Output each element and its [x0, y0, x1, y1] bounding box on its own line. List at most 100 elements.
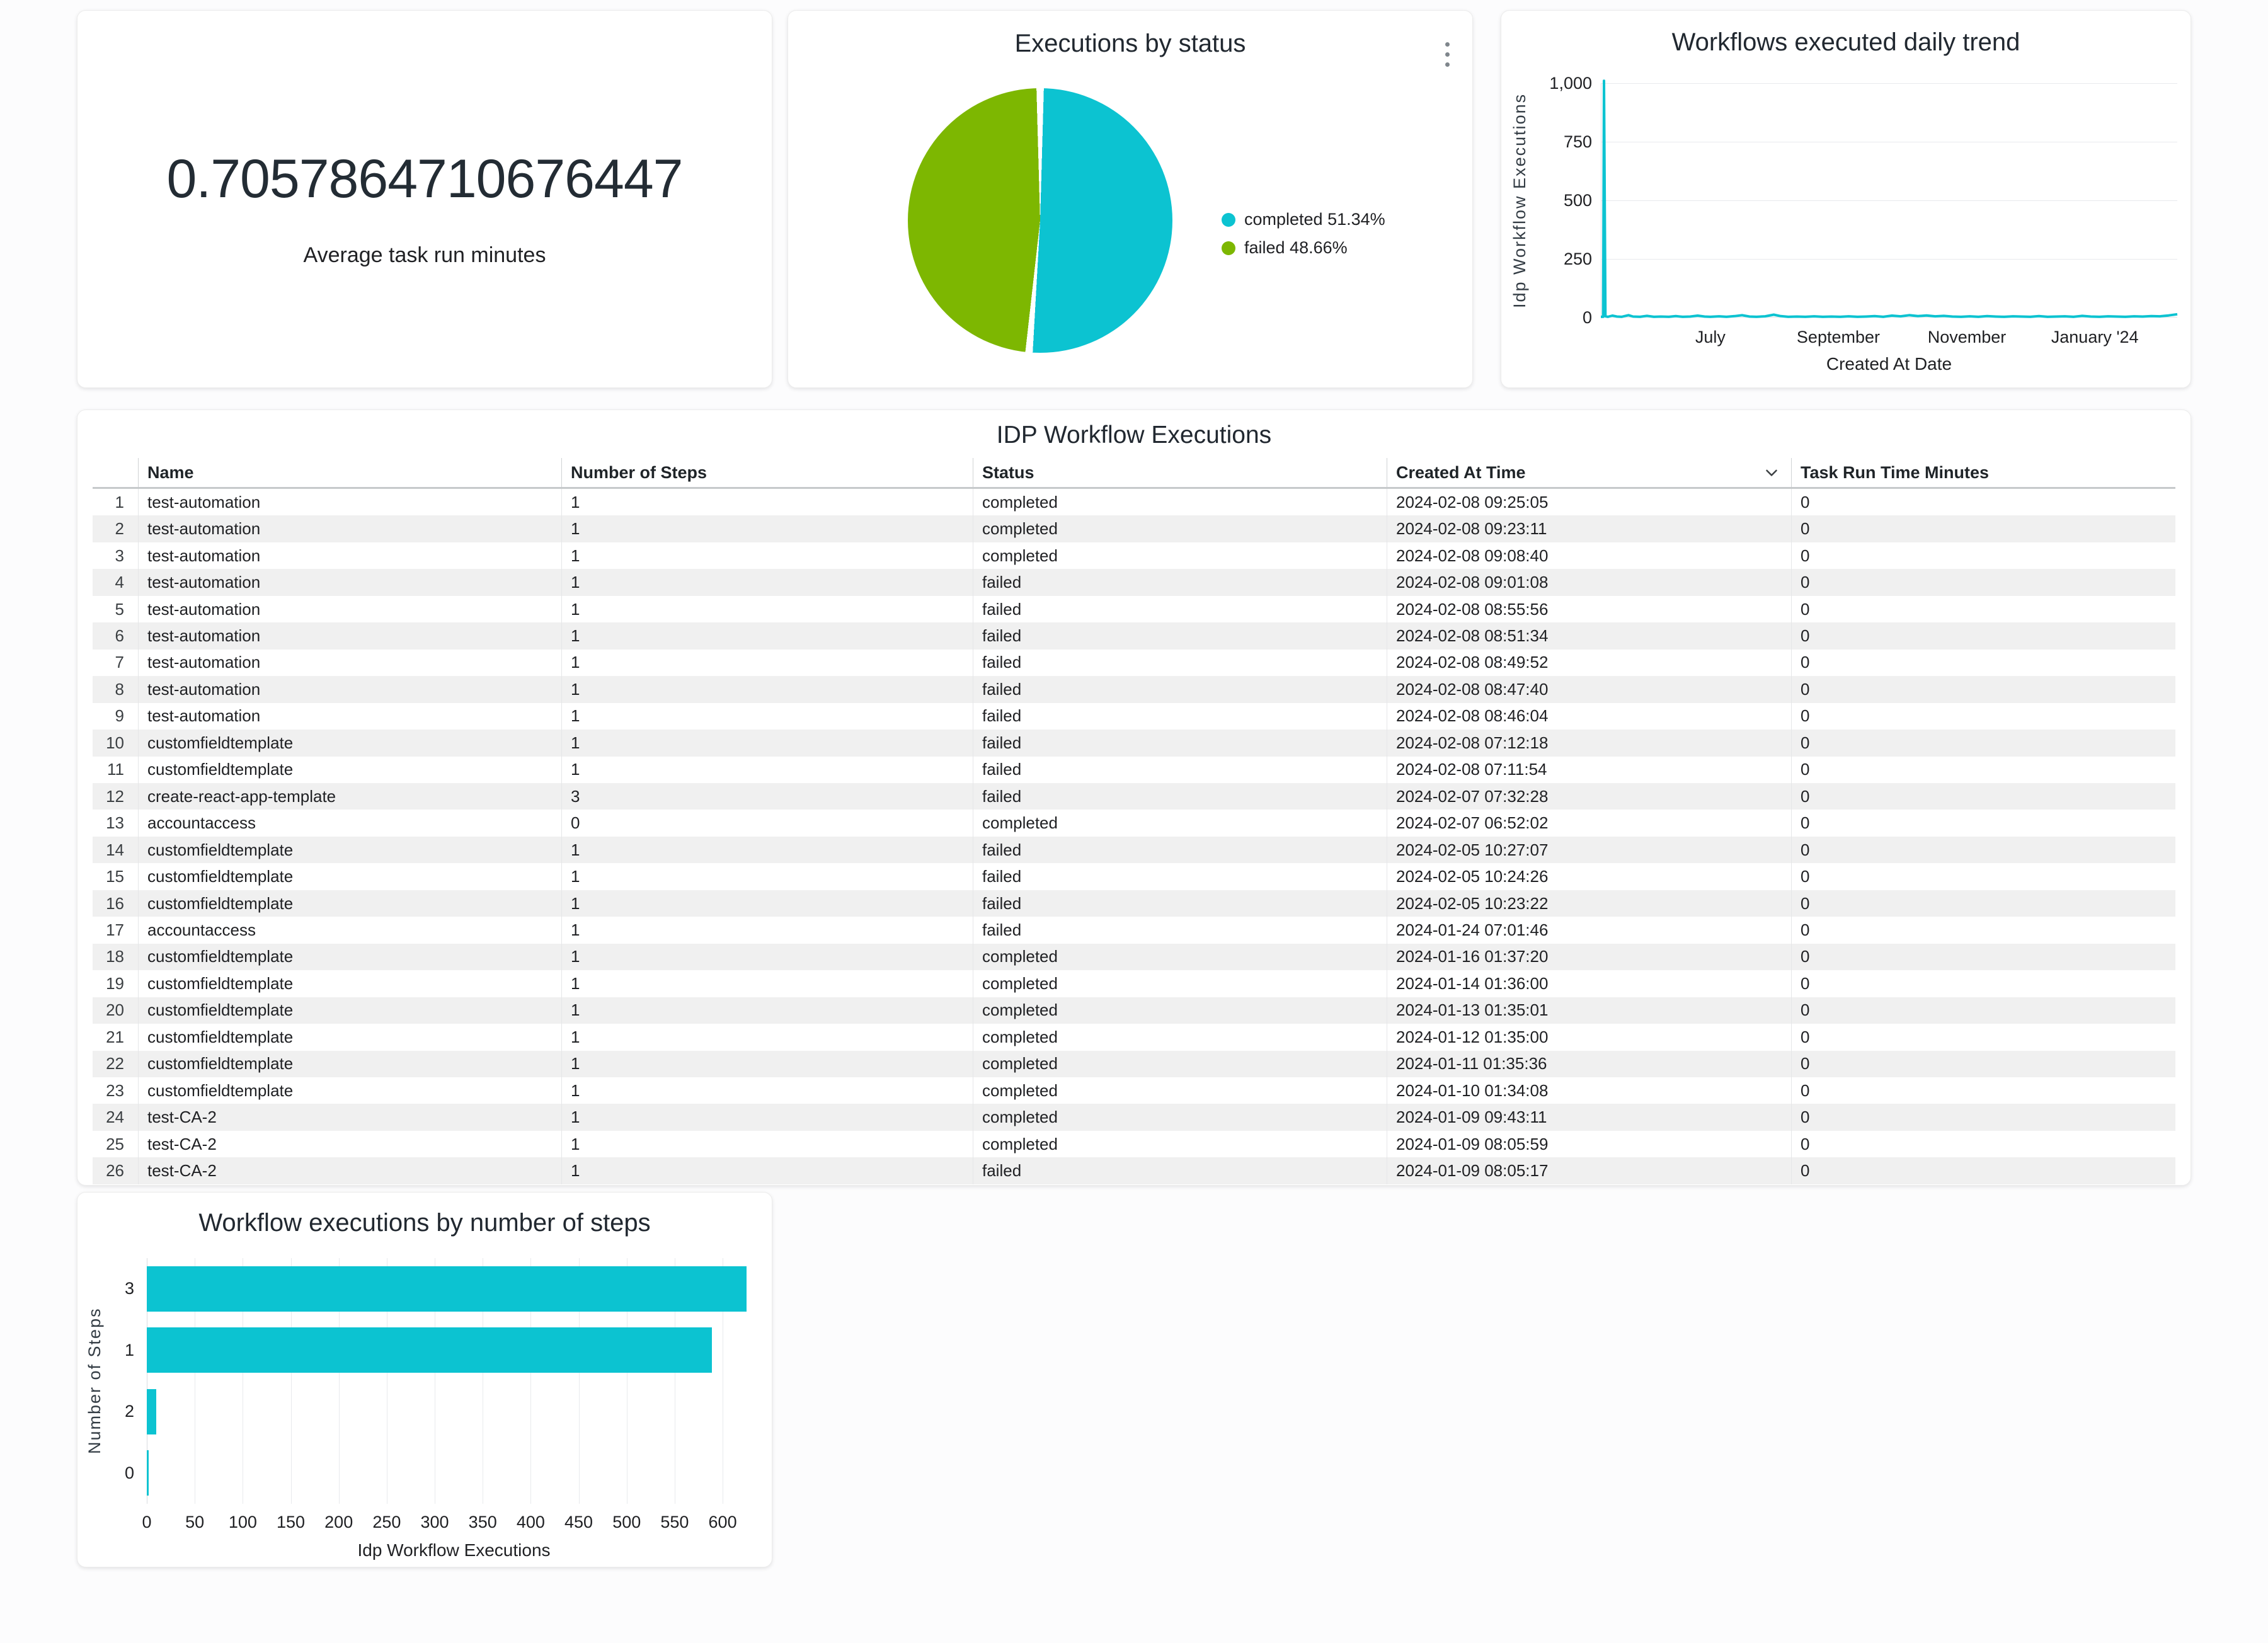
bar-steps-0[interactable]: [147, 1450, 149, 1496]
table-cell-created-at: 2024-02-08 09:25:05: [1387, 489, 1791, 516]
table-row: 12 create-react-app-template 3 failed 2024-0…: [93, 782, 2175, 810]
table-cell-created-at: 2024-02-07 07:32:28: [1387, 782, 1791, 810]
scorecard-value: 0.7057864710676447: [166, 149, 684, 209]
x-axis-tick-label: September: [1796, 328, 1880, 346]
table-cell-status: failed: [973, 756, 1387, 783]
table-cell-task-run-minutes: 0: [1791, 1130, 2175, 1158]
table-row: 5 test-automation 1 failed 2024-02-08 08:55:…: [93, 595, 2175, 623]
table-cell-created-at: 2024-02-05 10:27:07: [1387, 836, 1791, 864]
table-header-status[interactable]: Status: [973, 458, 1387, 487]
table-cell-name: customfieldtemplate: [138, 1024, 561, 1051]
x-axis-tick-label: July: [1695, 328, 1726, 346]
table-header-task-run-time-minutes[interactable]: Task Run Time Minutes: [1791, 458, 2175, 487]
table-header-created-at-time-label: Created At Time: [1396, 462, 1526, 482]
table-header-created-at-time[interactable]: Created At Time: [1387, 458, 1791, 487]
table-cell-task-run-minutes: 0: [1791, 676, 2175, 703]
table-cell-status: failed: [973, 1157, 1387, 1184]
x-axis-tick-label: 450: [564, 1513, 593, 1531]
table-cell-name: customfieldtemplate: [138, 943, 561, 971]
table-header-rownum: [93, 458, 138, 487]
table-cell-rownum: 13: [106, 813, 124, 833]
table-row: 19 customfieldtemplate 1 completed 2024-01-1…: [93, 970, 2175, 997]
table-row: 1 test-automation 1 completed 2024-02-08 09:…: [93, 489, 2175, 516]
table-cell-status: failed: [973, 676, 1387, 703]
table-cell-status: completed: [973, 1077, 1387, 1104]
bar-chart-plot-area[interactable]: [147, 1258, 761, 1504]
table-cell-steps: 1: [561, 1050, 973, 1077]
table-cell-steps: 1: [561, 970, 973, 997]
table-row: 18 customfieldtemplate 1 completed 2024-01-1…: [93, 943, 2175, 971]
legend-dot-icon: [1222, 212, 1235, 227]
table-cell-steps: 1: [561, 890, 973, 917]
table-cell-created-at: 2024-02-07 06:52:02: [1387, 810, 1791, 837]
table-cell-created-at: 2024-02-08 07:12:18: [1387, 730, 1791, 757]
y-axis-tick-label: 0: [1582, 308, 1592, 327]
table-cell-status: failed: [973, 836, 1387, 864]
table-cell-created-at: 2024-01-13 01:35:01: [1387, 997, 1791, 1024]
table-cell-name: customfieldtemplate: [138, 1077, 561, 1104]
x-axis-tick-label: 600: [708, 1513, 737, 1531]
legend-item-failed[interactable]: failed 48.66%: [1222, 238, 1385, 258]
table-cell-created-at: 2024-01-09 08:05:17: [1387, 1157, 1791, 1184]
table-cell-task-run-minutes: 0: [1791, 943, 2175, 971]
table-cell-created-at: 2024-02-08 09:23:11: [1387, 515, 1791, 542]
table-cell-task-run-minutes: 0: [1791, 890, 2175, 917]
table-cell-steps: 1: [561, 1077, 973, 1104]
pie-chart[interactable]: [908, 88, 1172, 353]
table-cell-name: test-automation: [138, 515, 561, 542]
table-cell-rownum: 15: [106, 867, 124, 886]
table-cell-rownum: 6: [115, 626, 124, 645]
chevron-down-icon: [1766, 469, 1777, 476]
table-cell-status: failed: [973, 863, 1387, 890]
bar-steps-2[interactable]: [147, 1388, 157, 1434]
table-row: 10 customfieldtemplate 1 failed 2024-02-08 0…: [93, 730, 2175, 757]
table-cell-status: completed: [973, 970, 1387, 997]
bar-steps-1[interactable]: [147, 1327, 713, 1373]
table-cell-rownum: 19: [106, 973, 124, 993]
table-row: 9 test-automation 1 failed 2024-02-08 08:46:…: [93, 702, 2175, 730]
table-row: 8 test-automation 1 failed 2024-02-08 08:47:…: [93, 676, 2175, 703]
table-cell-name: test-automation: [138, 569, 561, 596]
bar-chart-card: Workflow executions by number of steps N…: [77, 1192, 772, 1567]
table-cell-rownum: 12: [106, 786, 124, 806]
line-chart-plot-area[interactable]: [1601, 79, 2178, 318]
x-axis-tick-label: 550: [660, 1513, 689, 1531]
table-cell-name: test-CA-2: [138, 1130, 561, 1158]
table-cell-name: accountaccess: [138, 810, 561, 837]
legend-item-completed[interactable]: completed 51.34%: [1222, 210, 1385, 229]
table-cell-name: accountaccess: [138, 917, 561, 944]
gridline: [578, 1258, 580, 1504]
table-cell-rownum: 22: [106, 1054, 124, 1073]
table-cell-status: failed: [973, 702, 1387, 730]
table-cell-steps: 1: [561, 943, 973, 971]
scorecard-average-task-run-minutes: 0.7057864710676447 Average task run minu…: [77, 10, 772, 388]
table-cell-rownum: 10: [106, 733, 124, 752]
table-cell-created-at: 2024-02-08 07:11:54: [1387, 756, 1791, 783]
kebab-menu-icon[interactable]: [1441, 38, 1453, 71]
table-cell-task-run-minutes: 0: [1791, 1050, 2175, 1077]
bar-row: [147, 1443, 761, 1504]
table-cell-status: completed: [973, 1050, 1387, 1077]
table-cell-steps: 1: [561, 1157, 973, 1184]
table-cell-rownum: 8: [115, 679, 124, 699]
table-cell-name: customfieldtemplate: [138, 863, 561, 890]
bar-steps-3[interactable]: [147, 1266, 747, 1312]
table-cell-name: customfieldtemplate: [138, 836, 561, 864]
table-cell-task-run-minutes: 0: [1791, 1024, 2175, 1051]
table-header-number-of-steps[interactable]: Number of Steps: [561, 458, 973, 487]
table-header-name[interactable]: Name: [138, 458, 561, 487]
table-cell-task-run-minutes: 0: [1791, 622, 2175, 650]
table-cell-name: test-automation: [138, 622, 561, 650]
table-cell-rownum: 24: [106, 1108, 124, 1127]
table-cell-name: test-automation: [138, 542, 561, 570]
table-cell-task-run-minutes: 0: [1791, 649, 2175, 677]
table-cell-status: completed: [973, 1130, 1387, 1158]
table-cell-created-at: 2024-01-10 01:34:08: [1387, 1077, 1791, 1104]
table-cell-created-at: 2024-02-08 08:47:40: [1387, 676, 1791, 703]
table-cell-steps: 1: [561, 649, 973, 677]
table-row: 15 customfieldtemplate 1 failed 2024-02-05 1…: [93, 863, 2175, 890]
table-cell-steps: 3: [561, 782, 973, 810]
table-row: 23 customfieldtemplate 1 completed 2024-01-1…: [93, 1077, 2175, 1104]
y-axis-tick-label: 2: [124, 1402, 134, 1421]
table-cell-name: customfieldtemplate: [138, 730, 561, 757]
